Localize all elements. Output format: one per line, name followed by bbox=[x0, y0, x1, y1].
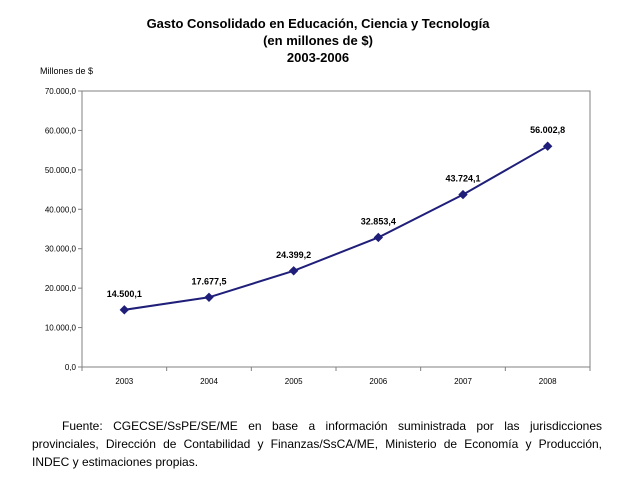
y-tick-label: 0,0 bbox=[65, 363, 77, 372]
x-tick-label: 2007 bbox=[454, 377, 472, 386]
data-label: 24.399,2 bbox=[276, 250, 311, 260]
series-line bbox=[124, 145, 549, 311]
data-point bbox=[288, 266, 299, 276]
data-point bbox=[119, 305, 130, 315]
y-tick-label: 30.000,0 bbox=[45, 245, 77, 254]
title-line-3: 2003-2006 bbox=[286, 50, 350, 65]
y-tick-label: 60.000,0 bbox=[45, 126, 77, 135]
data-label: 17.677,5 bbox=[191, 276, 226, 286]
x-tick-label: 2005 bbox=[285, 377, 303, 386]
data-label: 43.724,1 bbox=[445, 174, 480, 184]
y-tick-label: 20.000,0 bbox=[45, 284, 77, 293]
x-tick-label: 2003 bbox=[115, 377, 133, 386]
x-tick-label: 2006 bbox=[369, 377, 387, 386]
y-axis-label: Millones de $ bbox=[40, 66, 94, 76]
y-tick-label: 70.000,0 bbox=[45, 87, 77, 96]
plot-frame bbox=[81, 90, 591, 368]
y-tick-label: 10.000,0 bbox=[45, 324, 77, 333]
data-point bbox=[373, 232, 384, 243]
y-tick-label: 40.000,0 bbox=[45, 205, 77, 214]
title-line-2: (en millones de $) bbox=[263, 33, 373, 48]
chart-title: Gasto Consolidado en Educación, Ciencia … bbox=[0, 15, 636, 66]
title-line-1: Gasto Consolidado en Educación, Ciencia … bbox=[146, 16, 490, 31]
y-tick-label: 50.000,0 bbox=[45, 166, 77, 175]
source-note: Fuente: CGECSE/SsPE/SE/ME en base a info… bbox=[32, 419, 602, 469]
data-label: 56.002,8 bbox=[530, 125, 565, 135]
x-tick-label: 2004 bbox=[200, 377, 218, 386]
data-label: 32.853,4 bbox=[361, 216, 396, 226]
data-label: 14.500,1 bbox=[107, 289, 142, 299]
data-point bbox=[542, 141, 553, 151]
data-point bbox=[204, 292, 214, 303]
x-tick-label: 2008 bbox=[539, 377, 557, 386]
data-point bbox=[458, 189, 468, 200]
